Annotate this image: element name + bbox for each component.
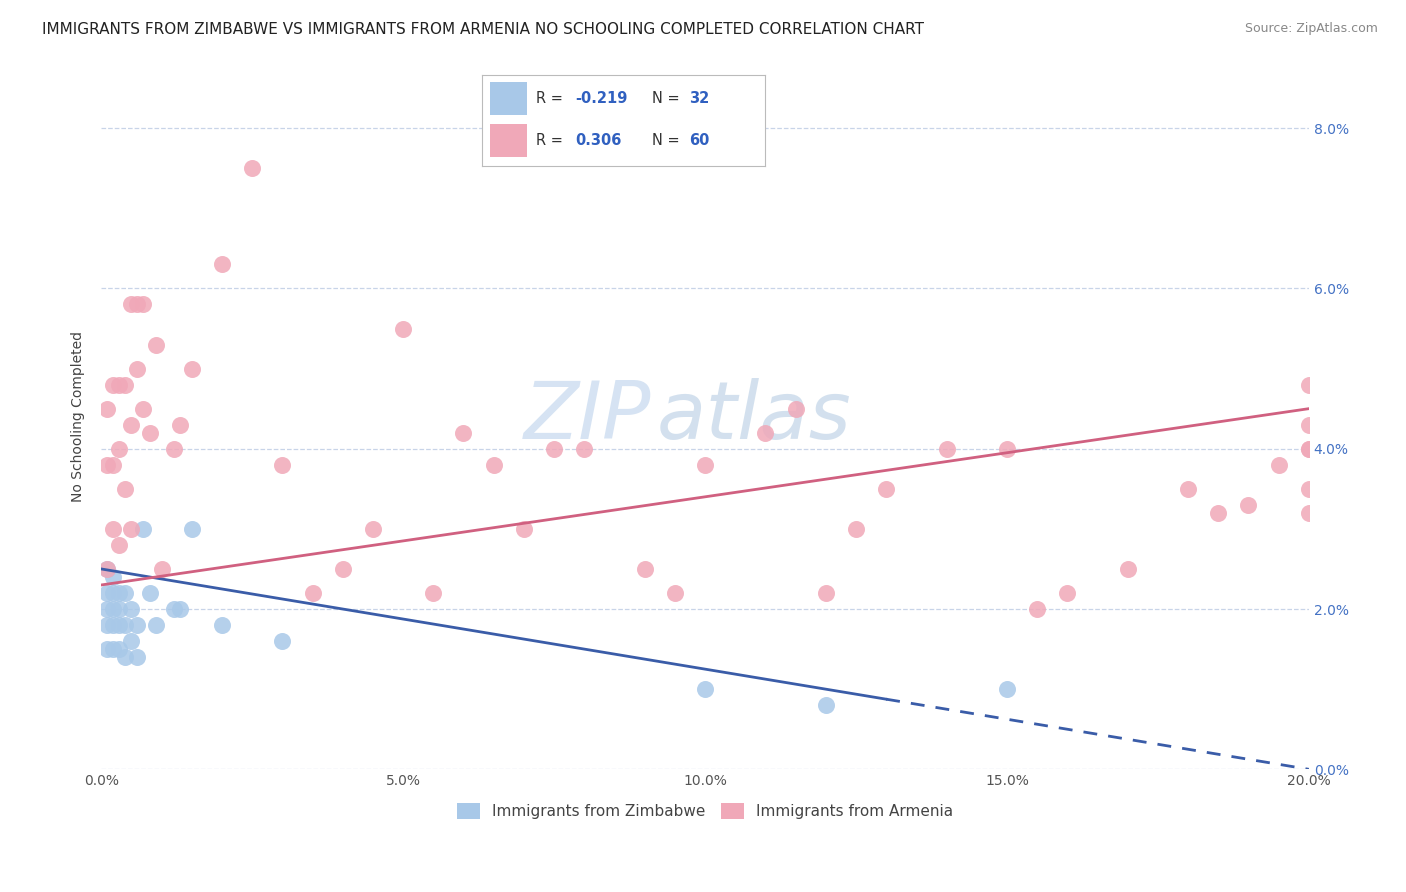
Point	[1237, 498, 1260, 512]
Point	[392, 321, 415, 335]
Point	[96, 562, 118, 576]
Point	[240, 161, 263, 176]
Point	[163, 442, 186, 456]
Point	[754, 425, 776, 440]
Point	[1298, 482, 1320, 496]
Point	[814, 586, 837, 600]
Point	[138, 425, 160, 440]
Point	[103, 522, 125, 536]
Point	[138, 586, 160, 600]
Point	[169, 417, 191, 432]
Point	[108, 538, 131, 552]
Point	[120, 297, 142, 311]
Point	[513, 522, 536, 536]
Text: ZIP: ZIP	[523, 377, 651, 456]
Point	[163, 602, 186, 616]
Point	[301, 586, 323, 600]
Point	[96, 642, 118, 657]
Legend: Immigrants from Zimbabwe, Immigrants from Armenia: Immigrants from Zimbabwe, Immigrants fro…	[451, 797, 959, 825]
Point	[120, 602, 142, 616]
Point	[482, 458, 505, 472]
Point	[875, 482, 897, 496]
Point	[1206, 506, 1229, 520]
Point	[114, 482, 136, 496]
Point	[127, 618, 149, 632]
Point	[543, 442, 565, 456]
Point	[132, 401, 155, 416]
Point	[1116, 562, 1139, 576]
Point	[1298, 442, 1320, 456]
Point	[1056, 586, 1078, 600]
Point	[96, 401, 118, 416]
Point	[271, 458, 294, 472]
Point	[103, 586, 125, 600]
Point	[108, 642, 131, 657]
Point	[114, 618, 136, 632]
Point	[785, 401, 807, 416]
Point	[96, 586, 118, 600]
Point	[664, 586, 686, 600]
Point	[114, 586, 136, 600]
Point	[103, 642, 125, 657]
Point	[108, 586, 131, 600]
Point	[132, 522, 155, 536]
Point	[935, 442, 957, 456]
Point	[211, 257, 233, 271]
Text: atlas: atlas	[657, 377, 852, 456]
Point	[108, 377, 131, 392]
Point	[1267, 458, 1289, 472]
Text: Source: ZipAtlas.com: Source: ZipAtlas.com	[1244, 22, 1378, 36]
Point	[169, 602, 191, 616]
Point	[574, 442, 596, 456]
Point	[995, 682, 1018, 697]
Point	[271, 634, 294, 648]
Point	[103, 618, 125, 632]
Point	[103, 458, 125, 472]
Point	[96, 458, 118, 472]
Point	[453, 425, 475, 440]
Text: IMMIGRANTS FROM ZIMBABWE VS IMMIGRANTS FROM ARMENIA NO SCHOOLING COMPLETED CORRE: IMMIGRANTS FROM ZIMBABWE VS IMMIGRANTS F…	[42, 22, 924, 37]
Point	[96, 618, 118, 632]
Point	[814, 698, 837, 713]
Point	[361, 522, 384, 536]
Point	[120, 634, 142, 648]
Point	[150, 562, 173, 576]
Point	[127, 297, 149, 311]
Point	[1298, 377, 1320, 392]
Point	[1026, 602, 1049, 616]
Point	[145, 337, 167, 351]
Point	[103, 570, 125, 584]
Point	[108, 618, 131, 632]
Point	[180, 522, 202, 536]
Point	[103, 602, 125, 616]
Point	[332, 562, 354, 576]
Point	[108, 442, 131, 456]
Point	[120, 417, 142, 432]
Point	[422, 586, 444, 600]
Point	[114, 650, 136, 665]
Point	[103, 377, 125, 392]
Point	[132, 297, 155, 311]
Point	[96, 562, 118, 576]
Point	[845, 522, 868, 536]
Point	[180, 361, 202, 376]
Y-axis label: No Schooling Completed: No Schooling Completed	[72, 331, 86, 502]
Point	[127, 650, 149, 665]
Point	[693, 458, 716, 472]
Point	[995, 442, 1018, 456]
Point	[145, 618, 167, 632]
Point	[108, 602, 131, 616]
Point	[211, 618, 233, 632]
Point	[693, 682, 716, 697]
Point	[96, 602, 118, 616]
Point	[1298, 506, 1320, 520]
Point	[1177, 482, 1199, 496]
Point	[120, 522, 142, 536]
Point	[114, 377, 136, 392]
Point	[1298, 417, 1320, 432]
Point	[1298, 442, 1320, 456]
Point	[127, 361, 149, 376]
Point	[633, 562, 655, 576]
